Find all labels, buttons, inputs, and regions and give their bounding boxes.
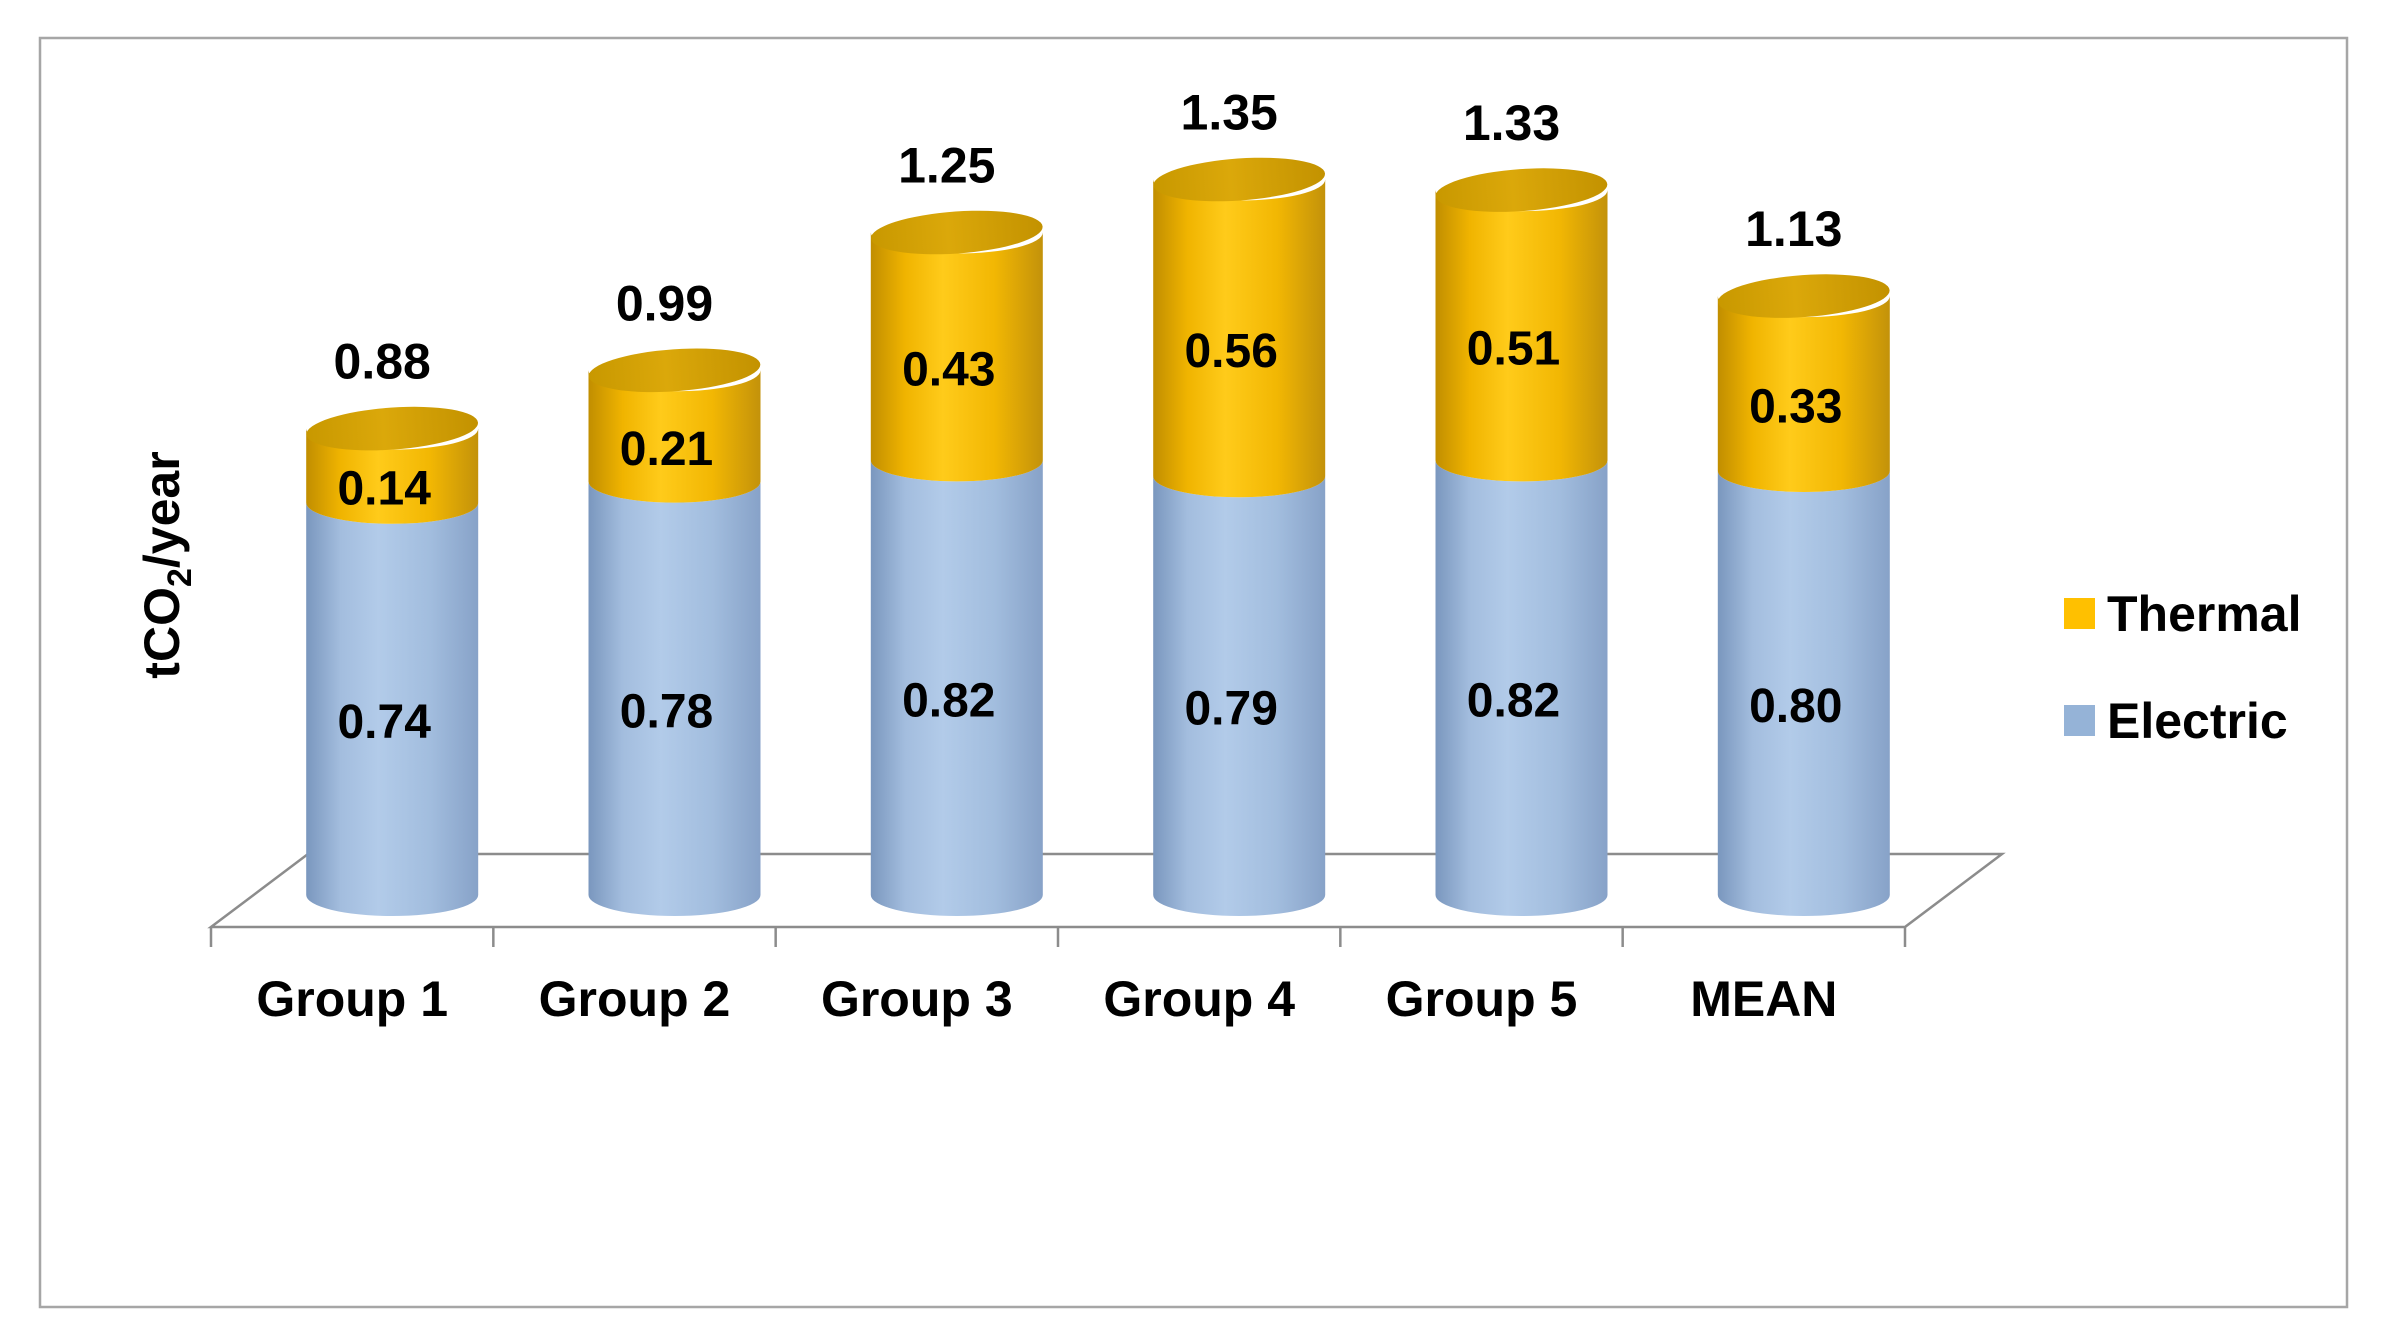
total-label-group-2: 0.99 <box>616 275 713 331</box>
electric-value-label-group-2: 0.78 <box>620 685 713 738</box>
electric-value-label-group-5: 0.82 <box>1467 675 1560 728</box>
total-label-group-5: 1.33 <box>1463 95 1560 151</box>
y-axis-title: tCO2/year <box>134 451 199 678</box>
electric-segment-group-4 <box>1153 476 1326 916</box>
thermal-value-label-group-3: 0.43 <box>902 344 995 397</box>
thermal-value-label-group-4: 0.56 <box>1184 325 1277 378</box>
electric-value-label-mean: 0.80 <box>1749 680 1842 733</box>
thermal-value-label-group-2: 0.21 <box>620 423 713 476</box>
x-axis-label-group-2: Group 2 <box>539 971 731 1027</box>
electric-value-label-group-1: 0.74 <box>337 696 431 749</box>
bar-group-3: 0.43 0.82 1.25 <box>870 138 1043 916</box>
legend-swatch-thermal <box>2064 598 2095 629</box>
thermal-segment-group-2 <box>588 370 761 503</box>
total-label-mean: 1.13 <box>1745 201 1842 257</box>
electric-segment-group-5 <box>1435 460 1608 916</box>
electric-segment-group-3 <box>870 460 1043 916</box>
x-axis-ticks <box>209 927 1907 947</box>
cylinder-cap-group-4 <box>1153 157 1326 202</box>
thermal-value-label-group-5: 0.51 <box>1467 322 1560 375</box>
legend-swatch-electric <box>2064 705 2095 736</box>
x-axis-label-group-5: Group 5 <box>1386 971 1578 1027</box>
electric-value-label-group-4: 0.79 <box>1184 683 1277 736</box>
cylinder-cap-group-1 <box>306 406 479 451</box>
total-label-group-3: 1.25 <box>898 138 995 194</box>
total-label-group-1: 0.88 <box>334 334 431 390</box>
total-label-group-4: 1.35 <box>1181 85 1278 141</box>
x-axis-label-mean: MEAN <box>1690 971 1837 1027</box>
x-axis-label-group-3: Group 3 <box>821 971 1013 1027</box>
electric-segment-group-1 <box>306 502 479 916</box>
chart-border <box>38 36 2349 1309</box>
bar-mean: 0.33 0.80 1.13 <box>1717 201 1890 916</box>
cylinder-cap-mean <box>1717 274 1890 318</box>
thermal-segment-group-5 <box>1435 190 1608 482</box>
thermal-segment-group-4 <box>1153 179 1326 498</box>
thermal-value-label-group-1: 0.14 <box>337 463 431 516</box>
legend: Thermal Electric <box>2064 586 2302 749</box>
bar-group-4: 0.56 0.79 1.35 <box>1153 85 1326 916</box>
thermal-value-label-mean: 0.33 <box>1749 381 1842 434</box>
electric-segment-group-2 <box>588 481 761 916</box>
legend-label-thermal: Thermal <box>2107 586 2302 642</box>
cylinder-cap-group-2 <box>588 348 761 393</box>
legend-label-electric: Electric <box>2107 693 2288 749</box>
electric-value-label-group-3: 0.82 <box>902 675 995 728</box>
thermal-segment-mean <box>1717 296 1890 492</box>
cylinder-cap-group-5 <box>1435 168 1608 212</box>
bar-group-2: 0.21 0.78 0.99 <box>588 275 761 916</box>
thermal-segment-group-1 <box>306 428 479 524</box>
electric-segment-mean <box>1717 471 1890 916</box>
x-axis-label-group-4: Group 4 <box>1103 971 1295 1027</box>
thermal-segment-group-3 <box>870 232 1043 482</box>
bar-group-5: 0.51 0.82 1.33 <box>1435 95 1608 916</box>
bar-group-1: 0.14 0.74 0.88 <box>306 334 479 916</box>
x-axis-label-group-1: Group 1 <box>256 971 448 1027</box>
cylinder-cap-group-3 <box>870 210 1043 255</box>
